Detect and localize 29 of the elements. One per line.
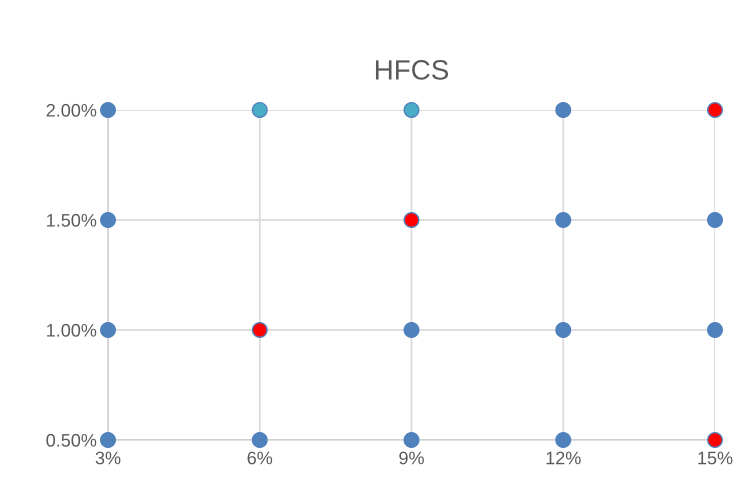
- point: [252, 322, 268, 338]
- point: [707, 212, 723, 228]
- point: [555, 102, 572, 118]
- x-tick-label: 3%: [96, 452, 120, 464]
- point: [100, 322, 116, 338]
- x-tick-label: 12%: [546, 452, 581, 464]
- x-tick-label: 6%: [248, 452, 272, 464]
- point: [555, 432, 572, 448]
- y-tick-label: 1.50%: [47, 214, 96, 227]
- point: [100, 102, 116, 118]
- point: [707, 102, 723, 118]
- y-tick-label: 2.00%: [46, 104, 96, 117]
- x-tick-label: 9%: [399, 452, 424, 464]
- chart-title: HFCS: [376, 60, 448, 80]
- point: [707, 322, 723, 338]
- point: [252, 102, 268, 118]
- y-tick-label: 0.50%: [46, 434, 96, 447]
- point: [707, 432, 723, 448]
- point: [100, 432, 116, 448]
- point: [404, 322, 420, 338]
- point: [404, 432, 420, 448]
- point: [404, 102, 420, 118]
- point: [404, 212, 420, 228]
- point: [252, 432, 268, 448]
- x-tick-label: 15%: [698, 452, 732, 464]
- point: [555, 212, 572, 228]
- point: [555, 322, 572, 338]
- point: [100, 212, 116, 228]
- y-tick-label: 1.00%: [47, 324, 96, 337]
